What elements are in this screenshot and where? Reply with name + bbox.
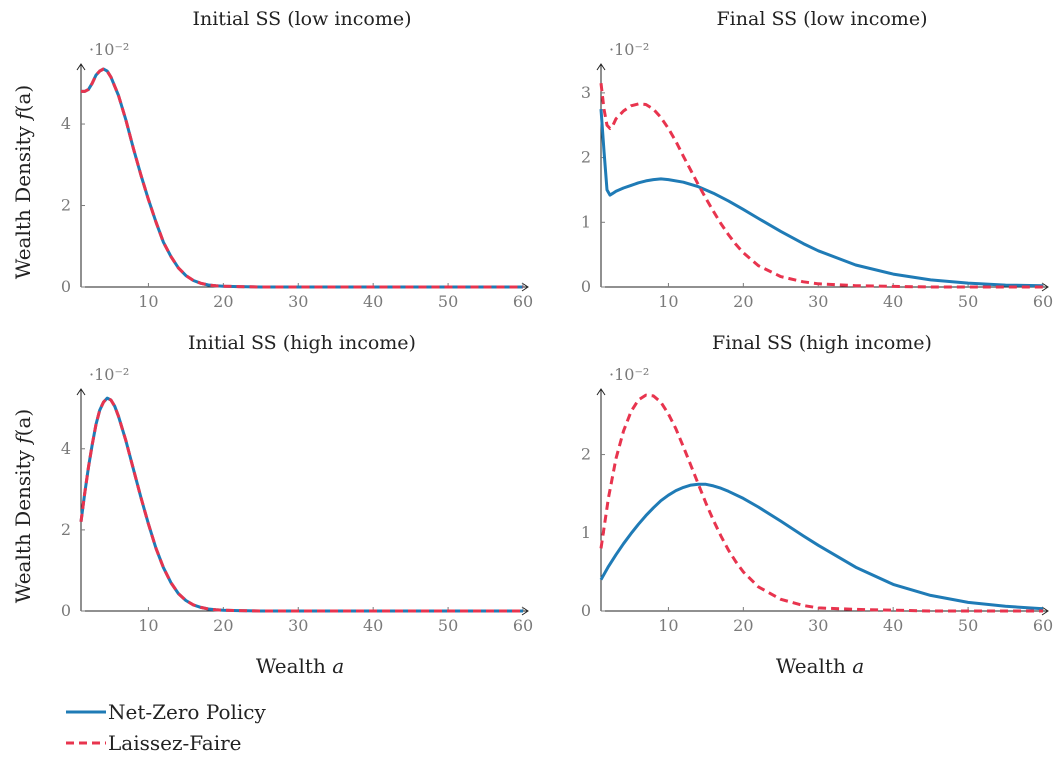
x-axis-arrow	[521, 606, 529, 616]
x-tick-label: 50	[438, 292, 458, 311]
x-tick-label: 50	[958, 616, 978, 635]
x-tick-label: 20	[733, 292, 753, 311]
x-axis-arrow	[521, 282, 529, 292]
x-tick-label: 40	[883, 292, 903, 311]
x-tick-label: 50	[438, 616, 458, 635]
y-tick-label: 2	[61, 196, 71, 215]
x-tick-label: 20	[213, 292, 233, 311]
y-scale-label: ·10⁻²	[89, 40, 129, 59]
y-axis-arrow	[596, 388, 606, 396]
panel-final-low: Final SS (low income) ·10⁻² 10 20 30 40 50 60 0 1…	[581, 8, 1053, 311]
y-tick-label: 1	[581, 523, 591, 542]
series-line-net-zero	[81, 67, 523, 289]
y-tick-label: 1	[581, 212, 591, 231]
x-tick-label: 30	[288, 292, 308, 311]
legend: Net-Zero Policy Laissez-Faire	[66, 700, 267, 755]
x-tick-label: 10	[658, 292, 678, 311]
x-tick-label: 30	[808, 616, 828, 635]
x-tick-label: 40	[363, 616, 383, 635]
y-tick-label: 0	[61, 277, 71, 296]
series-line-laissez-faire	[599, 83, 1043, 289]
legend-label-laissez-faire: Laissez-Faire	[108, 731, 242, 755]
y-tick-label: 4	[61, 439, 71, 458]
xlabel-left: Wealth a	[256, 654, 344, 678]
y-tick-label: 0	[61, 601, 71, 620]
chart-title: Final SS (high income)	[712, 332, 932, 354]
y-axis-arrow	[76, 63, 86, 71]
ylabel-bottom-row: Wealth Density f(a)	[11, 409, 35, 603]
chart-title: Initial SS (high income)	[188, 332, 416, 354]
x-tick-label: 60	[1033, 616, 1053, 635]
x-tick-label: 40	[883, 616, 903, 635]
y-tick-label: 2	[581, 445, 591, 464]
panel-initial-high: Initial SS (high income)·10⁻²10 20 30 40 50 6…	[61, 332, 533, 635]
x-tick-label: 10	[138, 616, 158, 635]
chart-title: Final SS (low income)	[717, 8, 928, 30]
series-line-net-zero	[599, 108, 1044, 288]
x-tick-label: 60	[513, 616, 533, 635]
series-line-laissez-faire	[81, 67, 523, 289]
x-tick-label: 20	[213, 616, 233, 635]
x-tick-label: 10	[658, 616, 678, 635]
x-tick-label: 60	[1033, 292, 1053, 311]
xlabel-right: Wealth a	[776, 654, 864, 678]
y-tick-label: 0	[581, 601, 591, 620]
y-axis-arrow	[596, 63, 606, 71]
x-tick-label: 30	[808, 292, 828, 311]
x-tick-label: 50	[958, 292, 978, 311]
x-tick-label: 10	[138, 292, 158, 311]
y-scale-label: ·10⁻²	[89, 365, 129, 384]
series-line-net-zero	[599, 482, 1044, 611]
x-tick-label: 30	[288, 616, 308, 635]
ylabel-top-row: Wealth Density f(a)	[11, 85, 35, 279]
series-line-laissez-faire	[79, 396, 523, 613]
legend-label-net-zero: Net-Zero Policy	[108, 700, 267, 724]
series-line-net-zero	[79, 396, 523, 613]
panel-initial-low: Initial SS (low income)·10⁻²10 20 30 40 50 60…	[61, 8, 533, 311]
y-tick-label: 2	[581, 148, 591, 167]
y-tick-label: 0	[581, 277, 591, 296]
x-tick-label: 60	[513, 292, 533, 311]
y-scale-label: ·10⁻²	[609, 40, 649, 59]
panel-final-high: Final SS (high income) ·10⁻² 10 20 30 40 50 60 0…	[581, 332, 1053, 635]
y-axis-arrow	[76, 388, 86, 396]
x-tick-label: 40	[363, 292, 383, 311]
series-line-laissez-faire	[599, 393, 1043, 613]
y-tick-label: 3	[581, 83, 591, 102]
chart-title: Initial SS (low income)	[192, 8, 411, 30]
x-tick-label: 20	[733, 616, 753, 635]
x-axis-arrow	[1041, 282, 1049, 292]
x-axis-arrow	[1041, 606, 1049, 616]
y-tick-label: 2	[61, 520, 71, 539]
y-scale-label: ·10⁻²	[609, 365, 649, 384]
y-tick-label: 4	[61, 114, 71, 133]
